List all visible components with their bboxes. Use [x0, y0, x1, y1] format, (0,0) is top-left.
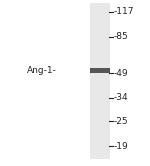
Text: -25: -25: [114, 117, 129, 126]
Text: Ang-1-: Ang-1-: [27, 66, 57, 75]
Bar: [90, 68, 110, 73]
Bar: [90, 3, 110, 159]
Text: -85: -85: [114, 32, 129, 41]
Text: -117: -117: [114, 7, 135, 16]
Text: -34: -34: [114, 93, 129, 102]
Text: -19: -19: [114, 142, 129, 151]
Text: -49: -49: [114, 69, 129, 78]
